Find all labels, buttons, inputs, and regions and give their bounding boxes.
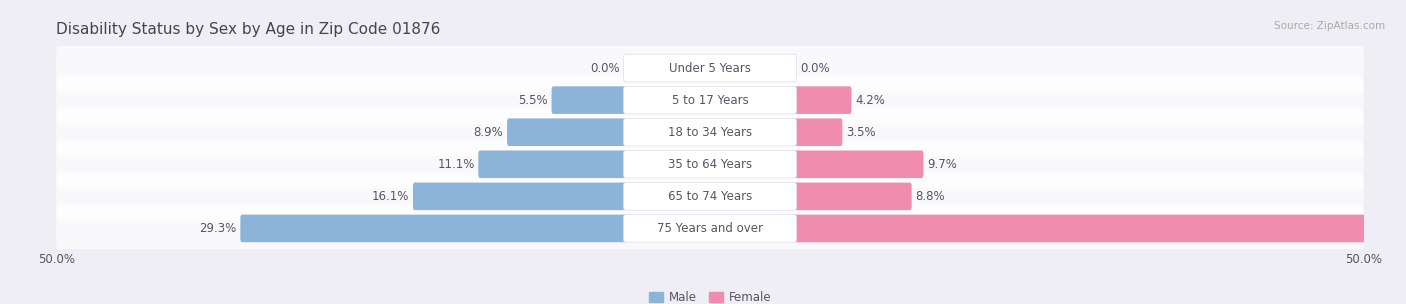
Text: 5 to 17 Years: 5 to 17 Years bbox=[672, 94, 748, 107]
FancyBboxPatch shape bbox=[623, 183, 797, 210]
FancyBboxPatch shape bbox=[793, 150, 924, 178]
FancyBboxPatch shape bbox=[623, 215, 797, 242]
Text: 8.8%: 8.8% bbox=[915, 190, 945, 203]
Text: 4.2%: 4.2% bbox=[855, 94, 884, 107]
Text: Source: ZipAtlas.com: Source: ZipAtlas.com bbox=[1274, 21, 1385, 31]
Text: 0.0%: 0.0% bbox=[800, 61, 830, 74]
FancyBboxPatch shape bbox=[56, 205, 1364, 252]
FancyBboxPatch shape bbox=[793, 119, 842, 146]
FancyBboxPatch shape bbox=[56, 76, 1364, 124]
Text: 0.0%: 0.0% bbox=[591, 61, 620, 74]
FancyBboxPatch shape bbox=[478, 150, 627, 178]
FancyBboxPatch shape bbox=[240, 215, 627, 242]
FancyBboxPatch shape bbox=[56, 44, 1364, 92]
Text: Disability Status by Sex by Age in Zip Code 01876: Disability Status by Sex by Age in Zip C… bbox=[56, 22, 440, 37]
FancyBboxPatch shape bbox=[56, 140, 1364, 188]
FancyBboxPatch shape bbox=[623, 86, 797, 114]
FancyBboxPatch shape bbox=[793, 86, 852, 114]
Text: 16.1%: 16.1% bbox=[373, 190, 409, 203]
Text: 3.5%: 3.5% bbox=[846, 126, 876, 139]
FancyBboxPatch shape bbox=[508, 119, 627, 146]
Text: 29.3%: 29.3% bbox=[200, 222, 236, 235]
FancyBboxPatch shape bbox=[623, 150, 797, 178]
Text: 11.1%: 11.1% bbox=[437, 158, 475, 171]
FancyBboxPatch shape bbox=[793, 183, 911, 210]
Text: 5.5%: 5.5% bbox=[519, 94, 548, 107]
FancyBboxPatch shape bbox=[56, 173, 1364, 220]
FancyBboxPatch shape bbox=[623, 54, 797, 82]
Text: 75 Years and over: 75 Years and over bbox=[657, 222, 763, 235]
Text: 65 to 74 Years: 65 to 74 Years bbox=[668, 190, 752, 203]
Legend: Male, Female: Male, Female bbox=[644, 286, 776, 304]
FancyBboxPatch shape bbox=[56, 109, 1364, 156]
Text: 18 to 34 Years: 18 to 34 Years bbox=[668, 126, 752, 139]
FancyBboxPatch shape bbox=[623, 119, 797, 146]
FancyBboxPatch shape bbox=[551, 86, 627, 114]
Text: Under 5 Years: Under 5 Years bbox=[669, 61, 751, 74]
Text: 9.7%: 9.7% bbox=[927, 158, 957, 171]
Text: 35 to 64 Years: 35 to 64 Years bbox=[668, 158, 752, 171]
FancyBboxPatch shape bbox=[793, 215, 1406, 242]
FancyBboxPatch shape bbox=[413, 183, 627, 210]
Text: 8.9%: 8.9% bbox=[474, 126, 503, 139]
